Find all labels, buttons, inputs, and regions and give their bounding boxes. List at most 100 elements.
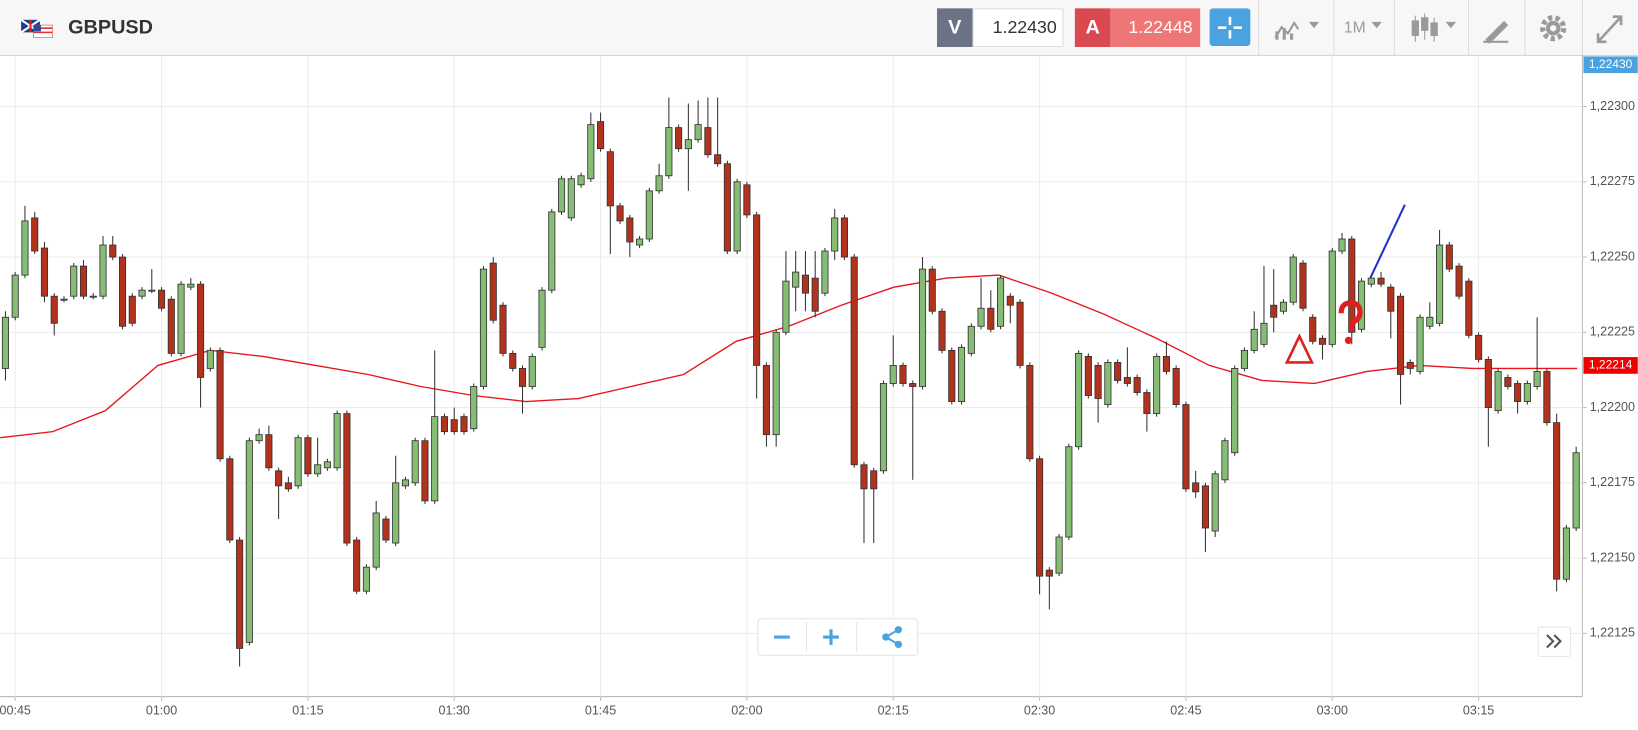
x-tick-label: 02:00 (731, 704, 762, 718)
candle-body-up (1055, 536, 1063, 574)
candle-body-up (538, 289, 546, 348)
candle-body-down (899, 365, 907, 384)
bid-price: 1.22430 (993, 17, 1057, 37)
candle-body-down (987, 307, 995, 330)
candle-body-down (1114, 362, 1122, 381)
toolbar (0, 0, 1638, 56)
candle-body-down (1084, 355, 1092, 396)
settings-button[interactable] (1540, 15, 1567, 42)
candle-body-up (323, 461, 331, 469)
candle-body-down (626, 217, 634, 243)
candle-body-down (1094, 365, 1102, 399)
chart-type-button[interactable] (1411, 13, 1457, 42)
ask-box[interactable] (1110, 8, 1201, 47)
candle-body-up (177, 283, 185, 354)
y-tick-label: 1,22200 (1590, 400, 1635, 414)
y-tick-label: 1,22225 (1590, 325, 1635, 339)
scroll-to-end-button[interactable] (1537, 626, 1571, 657)
y-tick-label: 1,22250 (1590, 249, 1635, 263)
candle-body-down (275, 470, 283, 487)
candle-body-up (1533, 371, 1541, 387)
candle-body-up (1328, 250, 1336, 345)
question-drawing[interactable] (1338, 300, 1363, 345)
zoom-in-button[interactable] (823, 629, 839, 645)
candle-body-down (1045, 569, 1053, 577)
timeframe[interactable]: 1M (1344, 19, 1366, 36)
candle-body-up (372, 512, 380, 568)
candle-body-down (909, 383, 917, 387)
crosshair-button[interactable] (1209, 8, 1251, 46)
candle-body-down (1475, 334, 1483, 360)
candle-body-up (470, 386, 478, 430)
candle-body-down (304, 437, 312, 475)
candle-body-up (587, 124, 595, 180)
candle-body-up (1221, 440, 1229, 481)
candle-body-down (1396, 295, 1405, 375)
candle-body-up (957, 346, 966, 402)
candle-body-down (1484, 358, 1492, 408)
candle-body-up (879, 383, 888, 472)
candle-body-up (645, 190, 653, 240)
bid-box[interactable] (972, 8, 1064, 47)
trend-line-drawing[interactable] (1369, 204, 1406, 279)
timeframe-dropdown[interactable] (1371, 21, 1382, 29)
grid: 1,22300 1,22275 1,22250 1,22225 1,22200 1,221… (0, 55, 1638, 718)
ask-button[interactable] (1074, 8, 1111, 47)
candle-body-down (753, 214, 761, 366)
drawing-button[interactable] (1483, 20, 1509, 44)
candle-body-up (997, 277, 1005, 327)
candle-body-down (801, 274, 809, 294)
x-tick-label: 00:45 (0, 704, 31, 718)
candle-body-down (1465, 280, 1473, 336)
candle-body-down (811, 277, 819, 312)
candle-body-up (255, 434, 263, 442)
candle-body-down (1201, 485, 1209, 529)
candle-body-down (509, 352, 517, 369)
price-marker (1583, 357, 1638, 374)
candle-body-up (60, 298, 68, 301)
candle-body-up (206, 349, 214, 369)
candle-body-up (1338, 238, 1346, 252)
candle-body-up (138, 289, 146, 297)
x-tick-label: 02:15 (878, 704, 909, 718)
share-button[interactable] (882, 626, 903, 649)
fullscreen-button[interactable] (1596, 15, 1623, 44)
candle-body-up (148, 289, 156, 292)
candle-body-down (216, 349, 224, 460)
candle-body-down (1016, 301, 1024, 366)
indicator-button[interactable] (1274, 21, 1320, 40)
candle-body-up (1104, 362, 1112, 405)
candle-body-up (782, 280, 790, 333)
candle-body-down (1445, 244, 1453, 270)
candle-body-down (840, 217, 849, 258)
candle-body-down (421, 440, 429, 502)
candle-body-down (1123, 377, 1131, 384)
y-tick-label: 1,22150 (1590, 550, 1635, 564)
candle-body-up (21, 220, 29, 276)
x-tick-label: 02:45 (1170, 704, 1201, 718)
candle-body-down (1182, 404, 1190, 490)
y-tick-label: 1,22125 (1590, 626, 1635, 640)
candle-body-up (1289, 256, 1297, 303)
candle-body-up (577, 175, 585, 186)
x-tick-label: 03:15 (1463, 704, 1494, 718)
x-tick-label: 02:30 (1024, 704, 1055, 718)
candle-body-up (821, 250, 829, 294)
candle-body-up (362, 566, 370, 592)
candle-body-up (772, 331, 780, 436)
candle-body-down (938, 310, 946, 351)
candle-body-down (236, 539, 244, 649)
candle-body-down (343, 413, 351, 544)
triangle-drawing[interactable] (1284, 333, 1315, 364)
candle-body-down (606, 151, 614, 207)
candle-body-down (197, 283, 205, 378)
candle-body-down (1406, 362, 1414, 369)
ask-price: 1.22448 (1128, 17, 1192, 37)
candle-body-up (431, 416, 439, 502)
candle-body-up (294, 437, 302, 487)
y-tick-label: 1,22275 (1590, 174, 1635, 188)
candle-body-up (1, 316, 10, 369)
bid-button[interactable] (937, 8, 973, 47)
candle-body-down (616, 205, 624, 222)
